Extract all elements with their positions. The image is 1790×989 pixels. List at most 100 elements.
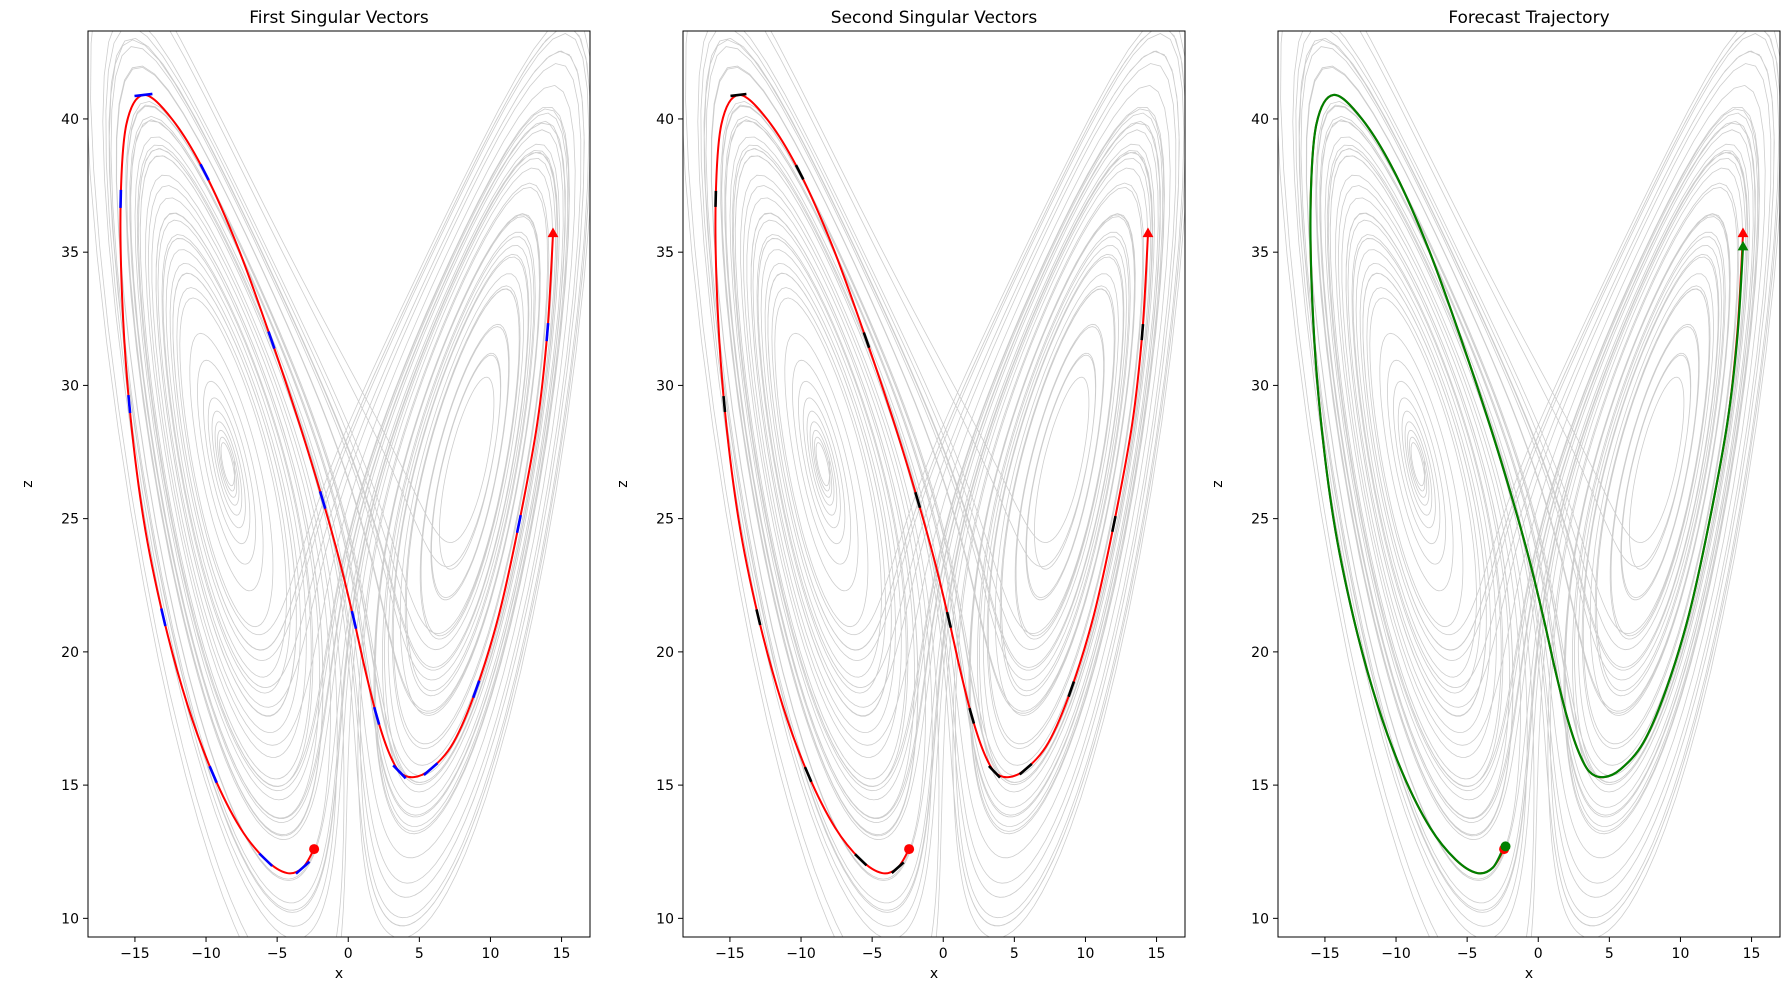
singular-vector-mark (945, 611, 953, 629)
truth-end-marker (1737, 227, 1749, 238)
start-marker (904, 844, 915, 855)
singular-vector-mark (267, 331, 276, 350)
y-axis-label: z (1210, 480, 1226, 487)
singular-vector-mark (258, 852, 274, 867)
x-tick-label: −10 (191, 946, 221, 962)
y-tick-label: 20 (1251, 645, 1269, 661)
singular-vector-mark (199, 163, 210, 181)
x-axis-label: x (335, 966, 343, 982)
y-tick-label: 15 (61, 778, 79, 794)
x-tick-label: −15 (120, 946, 150, 962)
singular-vector-mark (794, 164, 805, 180)
chart-title: Forecast Trajectory (1448, 8, 1609, 28)
singular-vector-mark (730, 92, 747, 98)
y-tick-label: 30 (1251, 378, 1269, 394)
singular-vector-mark (127, 394, 132, 414)
plot-frame (1277, 30, 1781, 938)
y-tick-label: 40 (1251, 112, 1269, 128)
y-tick-label: 15 (1251, 778, 1269, 794)
end-marker (1142, 227, 1154, 238)
x-tick-label: 10 (482, 946, 500, 962)
start-marker (309, 844, 320, 855)
y-axis-label: z (615, 480, 631, 487)
x-tick-label: 5 (1605, 946, 1614, 962)
singular-vector-mark (134, 92, 153, 98)
y-tick-label: 35 (1251, 245, 1269, 261)
singular-vector-mark (755, 609, 762, 626)
singular-vector-mark (890, 861, 905, 874)
y-tick-label: 15 (656, 778, 674, 794)
trajectory-line (714, 93, 1150, 875)
y-tick-label: 25 (656, 512, 674, 528)
forecast-trajectory-line (1309, 93, 1745, 875)
x-tick-label: 0 (1534, 946, 1543, 962)
y-tick-label: 30 (656, 378, 674, 394)
x-tick-label: −15 (715, 946, 745, 962)
singular-vector-mark (1018, 762, 1033, 776)
singular-vector-mark (862, 332, 871, 349)
singular-vector-mark (1067, 681, 1076, 698)
singular-vector-mark (803, 766, 813, 783)
x-tick-label: 15 (1743, 946, 1761, 962)
singular-vector-mark (160, 608, 167, 627)
x-tick-label: −15 (1310, 946, 1340, 962)
x-tick-label: 10 (1077, 946, 1095, 962)
y-tick-label: 30 (61, 378, 79, 394)
chart-title: Second Singular Vectors (831, 8, 1038, 28)
y-tick-label: 10 (61, 911, 79, 927)
chart-title: First Singular Vectors (249, 8, 429, 28)
forecast-start-marker (1500, 841, 1511, 852)
singular-vector-mark (471, 680, 481, 699)
y-tick-label: 10 (1251, 911, 1269, 927)
singular-vector-mark (515, 514, 522, 534)
y-tick-label: 40 (61, 112, 79, 128)
singular-vector-mark (854, 853, 868, 867)
plot-frame (87, 30, 591, 938)
singular-vector-mark (1111, 515, 1117, 533)
singular-vector-mark (350, 610, 358, 629)
panel-3: −15 −10 −5 0 5 10 15 10 15 20 25 30 35 40 Forecast Tra… (1210, 8, 1781, 982)
y-tick-label: 40 (656, 112, 674, 128)
y-tick-label: 25 (1251, 512, 1269, 528)
panel-2: −15 −10 −5 0 5 10 15 10 15 20 25 30 35 40 Second Singu… (615, 8, 1186, 982)
x-axis-label: x (930, 966, 938, 982)
y-tick-label: 10 (656, 911, 674, 927)
x-tick-label: −5 (267, 946, 288, 962)
y-tick-label: 35 (656, 245, 674, 261)
attractor-line (1278, 31, 1780, 937)
singular-vector-mark (987, 765, 1001, 779)
singular-vector-mark (208, 765, 218, 784)
x-tick-label: 0 (939, 946, 948, 962)
singular-vector-mark (1140, 323, 1145, 341)
x-tick-label: 10 (1672, 946, 1690, 962)
panel-1: −15 −10 −5 0 5 10 15 10 15 20 25 30 35 40 First Singul… (20, 8, 591, 982)
x-tick-label: 0 (344, 946, 353, 962)
singular-vector-mark (295, 860, 311, 875)
singular-vector-mark (914, 491, 922, 509)
plot-frame (682, 30, 1186, 938)
x-tick-label: −10 (786, 946, 816, 962)
attractor-line (683, 31, 1185, 937)
x-tick-label: 15 (553, 946, 571, 962)
singular-vector-mark (318, 491, 327, 509)
x-tick-label: 15 (1148, 946, 1166, 962)
end-marker (547, 227, 559, 238)
y-axis-label: z (20, 480, 36, 487)
singular-vector-mark (423, 762, 439, 776)
x-tick-label: 5 (1010, 946, 1019, 962)
x-axis-label: x (1525, 966, 1533, 982)
x-tick-label: −5 (1457, 946, 1478, 962)
x-tick-label: −5 (862, 946, 883, 962)
forecast-end-marker (1737, 240, 1749, 251)
x-tick-label: −10 (1381, 946, 1411, 962)
singular-vector-mark (722, 395, 727, 413)
singular-vector-mark (392, 764, 407, 780)
singular-vector-mark (545, 322, 550, 342)
y-tick-label: 20 (656, 645, 674, 661)
singular-vector-mark (372, 706, 381, 725)
singular-vector-mark (968, 707, 976, 724)
y-tick-label: 25 (61, 512, 79, 528)
y-tick-label: 20 (61, 645, 79, 661)
y-tick-label: 35 (61, 245, 79, 261)
